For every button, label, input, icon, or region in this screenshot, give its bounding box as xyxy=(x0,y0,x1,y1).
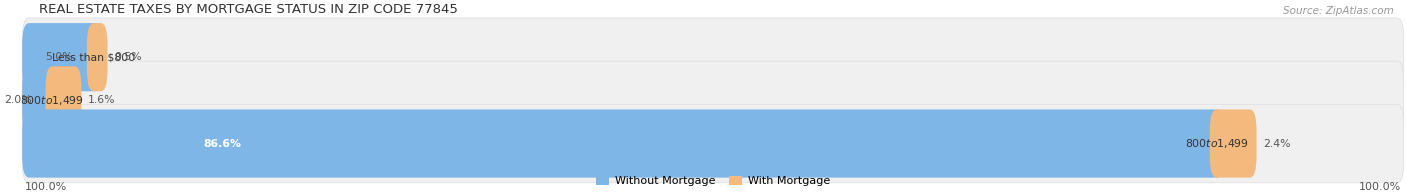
FancyBboxPatch shape xyxy=(45,66,82,134)
FancyBboxPatch shape xyxy=(22,61,1403,140)
FancyBboxPatch shape xyxy=(1209,109,1257,178)
Text: 5.0%: 5.0% xyxy=(45,52,73,62)
Text: 100.0%: 100.0% xyxy=(1358,182,1400,192)
FancyBboxPatch shape xyxy=(22,104,1403,183)
Text: $800 to $1,499: $800 to $1,499 xyxy=(1185,137,1249,150)
Text: 0.5%: 0.5% xyxy=(114,52,142,62)
Text: 86.6%: 86.6% xyxy=(204,139,242,149)
Text: 1.6%: 1.6% xyxy=(89,95,115,105)
FancyBboxPatch shape xyxy=(22,66,59,134)
FancyBboxPatch shape xyxy=(22,109,1223,178)
Text: Source: ZipAtlas.com: Source: ZipAtlas.com xyxy=(1284,6,1395,16)
Text: REAL ESTATE TAXES BY MORTGAGE STATUS IN ZIP CODE 77845: REAL ESTATE TAXES BY MORTGAGE STATUS IN … xyxy=(39,3,457,16)
FancyBboxPatch shape xyxy=(87,23,107,91)
FancyBboxPatch shape xyxy=(22,18,1403,96)
Text: 2.0%: 2.0% xyxy=(4,95,32,105)
Text: $800 to $1,499: $800 to $1,499 xyxy=(21,94,84,107)
Text: Less than $800: Less than $800 xyxy=(52,52,135,62)
Text: 100.0%: 100.0% xyxy=(25,182,67,192)
Legend: Without Mortgage, With Mortgage: Without Mortgage, With Mortgage xyxy=(592,171,834,191)
FancyBboxPatch shape xyxy=(22,23,101,91)
Text: 2.4%: 2.4% xyxy=(1264,139,1291,149)
